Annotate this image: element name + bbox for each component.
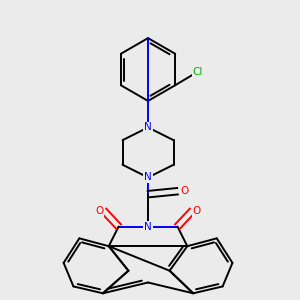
- Text: N: N: [144, 222, 152, 232]
- Text: N: N: [144, 122, 152, 132]
- Text: O: O: [193, 206, 201, 216]
- Text: O: O: [95, 206, 104, 216]
- Text: O: O: [181, 186, 189, 196]
- Text: Cl: Cl: [193, 67, 203, 77]
- Text: N: N: [144, 172, 152, 182]
